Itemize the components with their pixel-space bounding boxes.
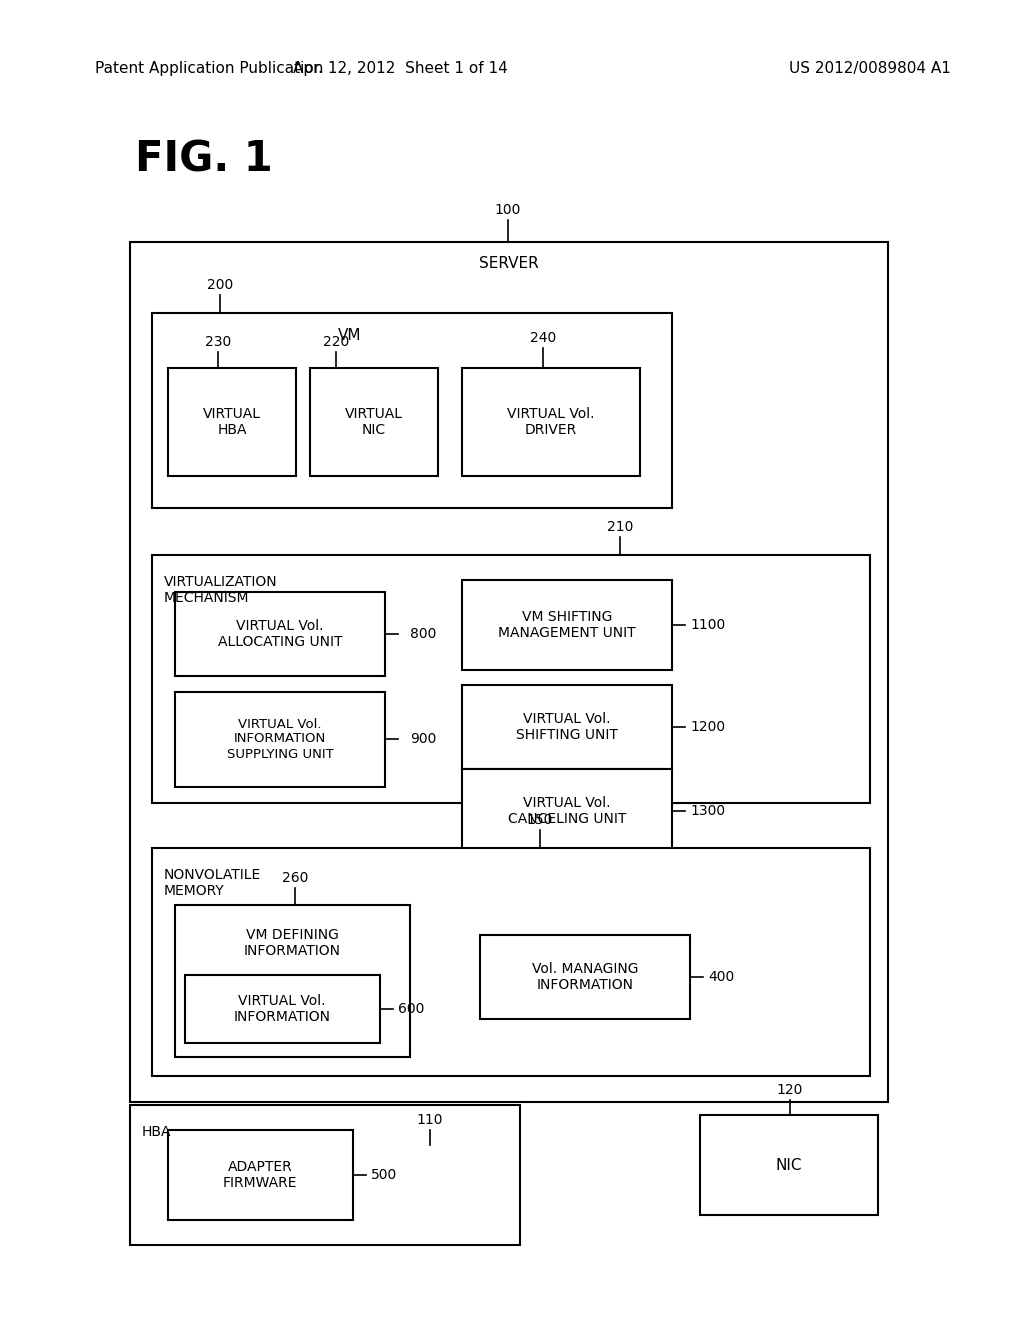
Bar [152,313,672,508]
Bar [175,591,385,676]
Text: ADAPTER
FIRMWARE: ADAPTER FIRMWARE [223,1160,297,1191]
Text: VIRTUAL
NIC: VIRTUAL NIC [345,407,403,437]
Text: VM: VM [338,327,361,342]
Bar [462,770,672,853]
Bar [168,1130,353,1220]
Bar [462,579,672,671]
Text: 400: 400 [708,970,734,983]
Text: Vol. MANAGING
INFORMATION: Vol. MANAGING INFORMATION [531,962,638,993]
Text: 800: 800 [410,627,436,642]
Bar [130,242,888,1102]
Bar [310,368,438,477]
Text: NIC: NIC [776,1158,802,1172]
Text: VIRTUAL Vol.
INFORMATION
SUPPLYING UNIT: VIRTUAL Vol. INFORMATION SUPPLYING UNIT [226,718,334,760]
Bar [175,906,410,1057]
Bar [462,685,672,770]
Bar [152,847,870,1076]
Text: 1200: 1200 [690,719,725,734]
Text: 600: 600 [398,1002,424,1016]
Text: 210: 210 [607,520,633,535]
Text: 900: 900 [410,733,436,746]
Text: 260: 260 [282,871,308,884]
Text: US 2012/0089804 A1: US 2012/0089804 A1 [790,61,951,75]
Text: 230: 230 [205,335,231,348]
Text: 220: 220 [323,335,349,348]
Text: 100: 100 [495,203,521,216]
Text: VIRTUAL Vol.
ALLOCATING UNIT: VIRTUAL Vol. ALLOCATING UNIT [218,619,342,649]
Text: VIRTUAL Vol.
INFORMATION: VIRTUAL Vol. INFORMATION [233,994,331,1024]
Text: 1100: 1100 [690,618,725,632]
Text: 150: 150 [526,813,553,828]
Text: 240: 240 [529,331,556,345]
Bar [168,368,296,477]
Text: NONVOLATILE
MEMORY: NONVOLATILE MEMORY [164,869,261,898]
Text: VM SHIFTING
MANAGEMENT UNIT: VM SHIFTING MANAGEMENT UNIT [499,610,636,640]
Text: 500: 500 [371,1168,397,1181]
Text: Patent Application Publication: Patent Application Publication [95,61,324,75]
Text: VM DEFINING
INFORMATION: VM DEFINING INFORMATION [244,928,341,958]
Text: VIRTUALIZATION
MECHANISM: VIRTUALIZATION MECHANISM [164,576,278,605]
Bar [700,1115,878,1214]
Text: HBA: HBA [142,1125,171,1139]
Bar [480,935,690,1019]
Text: SERVER: SERVER [479,256,539,272]
Bar [185,975,380,1043]
Text: 110: 110 [417,1113,443,1127]
Text: Apr. 12, 2012  Sheet 1 of 14: Apr. 12, 2012 Sheet 1 of 14 [293,61,507,75]
Bar [152,554,870,803]
Bar [175,692,385,787]
Text: 200: 200 [207,279,233,292]
Text: 1300: 1300 [690,804,725,818]
Text: VIRTUAL Vol.
CANCELING UNIT: VIRTUAL Vol. CANCELING UNIT [508,796,627,826]
Text: FIG. 1: FIG. 1 [135,139,272,181]
Text: 120: 120 [777,1082,803,1097]
Text: VIRTUAL Vol.
DRIVER: VIRTUAL Vol. DRIVER [507,407,595,437]
Text: VIRTUAL
HBA: VIRTUAL HBA [203,407,261,437]
Bar [130,1105,520,1245]
Text: VIRTUAL Vol.
SHIFTING UNIT: VIRTUAL Vol. SHIFTING UNIT [516,711,617,742]
Bar [462,368,640,477]
